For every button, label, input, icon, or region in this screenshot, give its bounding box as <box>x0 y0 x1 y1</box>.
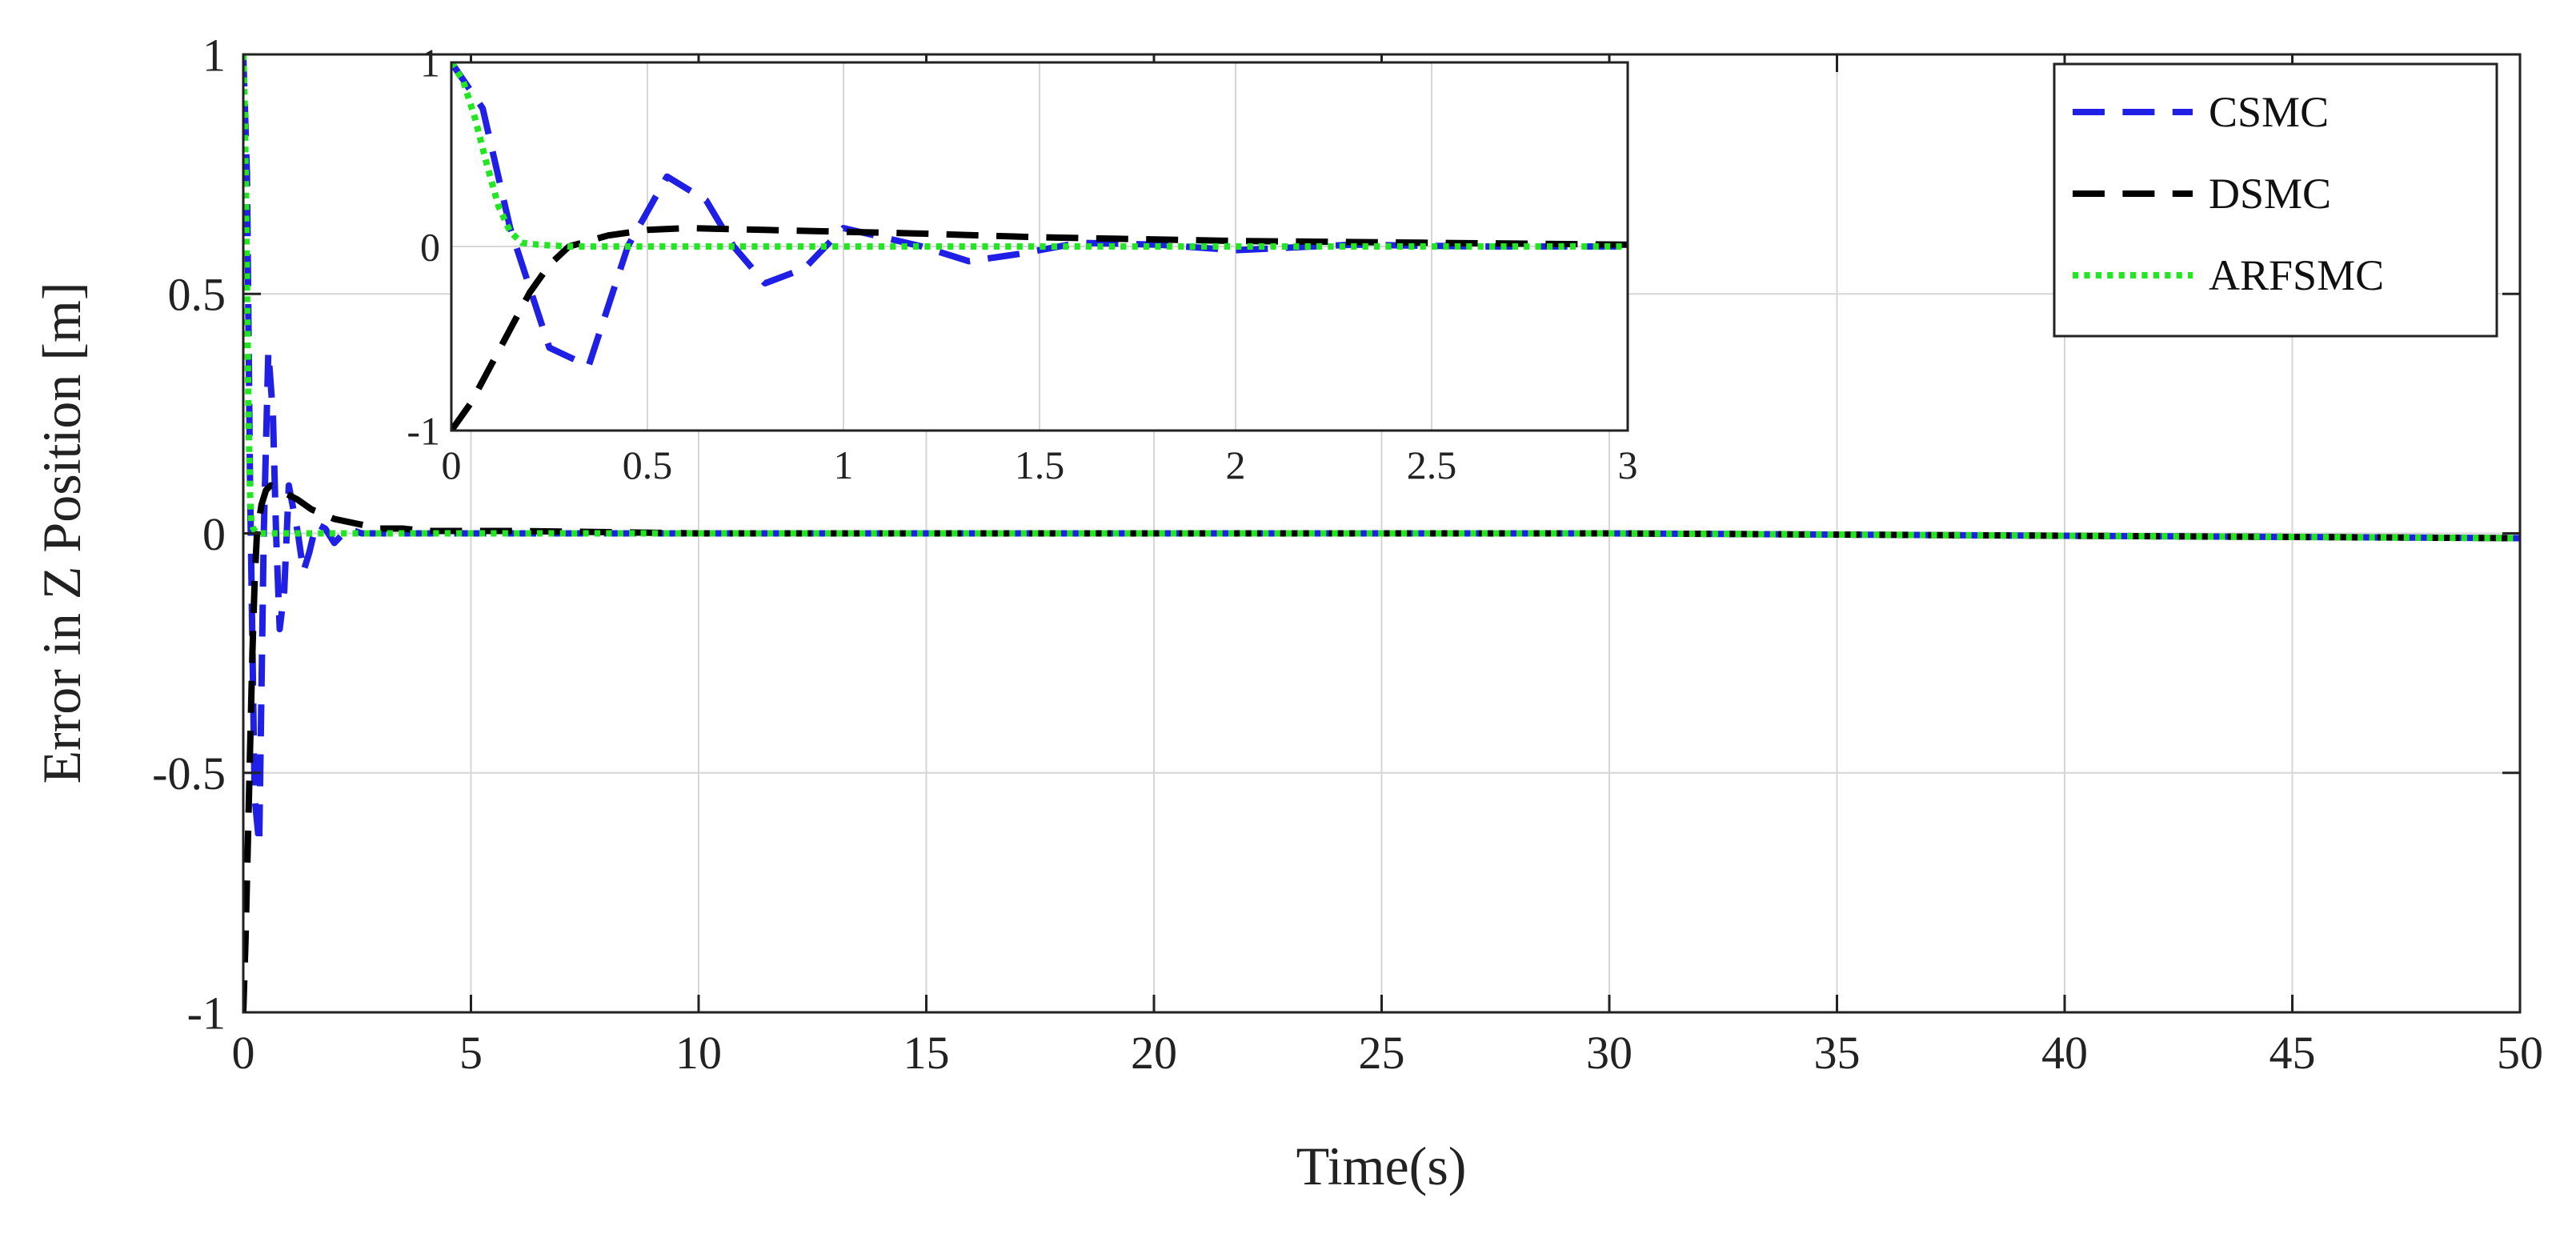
y-tick-label: 0 <box>202 508 226 560</box>
y-tick-label: -1 <box>407 409 440 454</box>
y-tick-label: 1 <box>202 29 226 81</box>
x-tick-label: 0.5 <box>623 443 673 487</box>
x-tick-label: 10 <box>675 1027 722 1079</box>
y-tick-label: 0 <box>420 225 440 270</box>
x-tick-label: 0 <box>232 1027 255 1079</box>
inset-series <box>451 62 1628 431</box>
legend: CSMC DSMC ARFSMC <box>2053 62 2498 338</box>
x-tick-label: 15 <box>903 1027 950 1079</box>
legend-label-dsmc: DSMC <box>2209 170 2331 218</box>
x-tick-label: 3 <box>1618 443 1638 487</box>
x-tick-label: 1 <box>834 443 854 487</box>
main-y-tick-labels: -1 -0.5 0 0.5 1 <box>152 29 226 1039</box>
inset-frame <box>450 61 1629 432</box>
legend-label-csmc: CSMC <box>2209 88 2329 136</box>
y-axis-label: Error in Z Position [m] <box>31 282 92 783</box>
y-tick-label: -0.5 <box>152 747 226 799</box>
inset-plot: 0 0.5 1 1.5 2 2.5 3 -101 <box>407 41 1637 488</box>
series-line-dsmc <box>451 225 1628 431</box>
x-tick-label: 50 <box>2497 1027 2543 1079</box>
main-series <box>243 54 2520 1012</box>
series-line-arfsmc <box>451 62 1628 250</box>
main-x-tick-labels: 0 5 10 15 20 25 30 35 40 45 50 <box>232 1027 2544 1079</box>
series-line-arfsmc <box>243 54 2520 542</box>
x-tick-label: 20 <box>1131 1027 1177 1079</box>
x-tick-label: 35 <box>1814 1027 1861 1079</box>
y-tick-label: -1 <box>187 987 226 1039</box>
x-tick-label: 2.5 <box>1407 443 1457 487</box>
x-axis-label: Time(s) <box>1296 1136 1467 1196</box>
inset-x-tick-labels: 0 0.5 1 1.5 2 2.5 3 <box>442 443 1638 487</box>
x-tick-label: 30 <box>1586 1027 1633 1079</box>
x-tick-label: 40 <box>2041 1027 2088 1079</box>
x-tick-label: 0 <box>442 443 462 487</box>
y-tick-label: 0.5 <box>168 269 226 321</box>
legend-entries: CSMC DSMC ARFSMC <box>2073 88 2384 299</box>
main-ticks <box>242 53 2522 1014</box>
legend-label-arfsmc: ARFSMC <box>2209 251 2384 299</box>
x-tick-label: 1.5 <box>1015 443 1065 487</box>
inset-y-tick-labels: -1 0 1 <box>407 41 440 454</box>
x-tick-label: 45 <box>2270 1027 2316 1079</box>
x-tick-label: 2 <box>1226 443 1246 487</box>
y-tick-label: 1 <box>420 41 440 86</box>
x-tick-label: 5 <box>459 1027 483 1079</box>
x-tick-label: 25 <box>1359 1027 1405 1079</box>
